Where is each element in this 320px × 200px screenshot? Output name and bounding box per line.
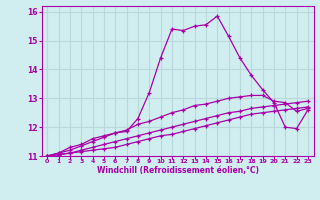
X-axis label: Windchill (Refroidissement éolien,°C): Windchill (Refroidissement éolien,°C) bbox=[97, 166, 259, 175]
